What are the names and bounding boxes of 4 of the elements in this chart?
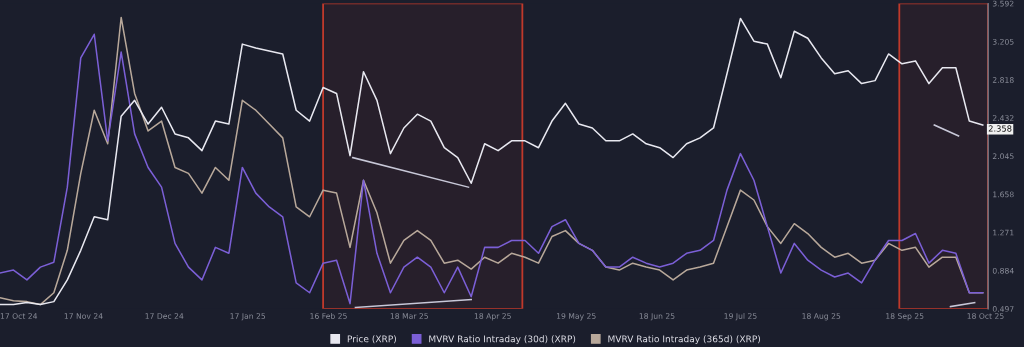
legend-label: MVRV Ratio Intraday (30d) (XRP) <box>429 335 576 345</box>
annotation: 2.358 <box>988 125 1012 132</box>
legend-label: Price (XRP) <box>347 335 396 344</box>
legend-label: MVRV Ratio Intraday (365d) (XRP) <box>608 335 761 345</box>
